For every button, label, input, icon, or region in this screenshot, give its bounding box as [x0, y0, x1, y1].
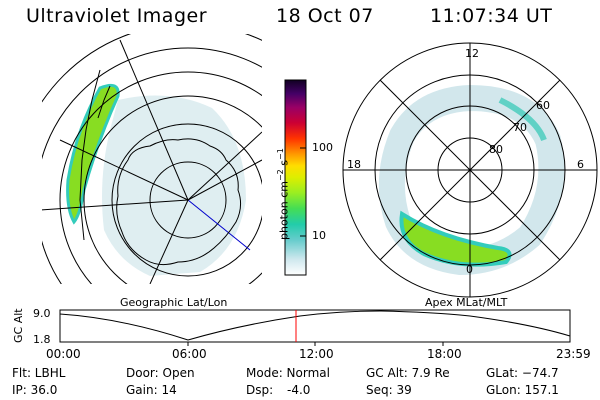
time-label: 11:07:34 UT: [430, 5, 553, 27]
dsp-info: Dsp: -4.0: [246, 383, 310, 397]
colorbar-unit-label: photon cm−2 s−1: [276, 148, 291, 240]
mlat-label-70: 70: [513, 121, 527, 134]
colorbar-tick-10: 10: [312, 229, 326, 242]
antarctica-coastline: [116, 138, 242, 266]
altitude-ylabel: GC Alt: [12, 308, 25, 343]
altitude-xtick-1200: 12:00: [299, 347, 334, 361]
instrument-title: Ultraviolet Imager: [26, 5, 208, 27]
geo-emission-patch: [102, 95, 246, 276]
geographic-map: [42, 34, 262, 284]
altitude-ytick-low: 1.8: [33, 333, 51, 346]
filter-info: Flt: LBHL: [12, 366, 66, 380]
ip-info: IP: 36.0: [12, 383, 58, 397]
mlt-label-18: 18: [347, 158, 361, 171]
altitude-xtick-1800: 18:00: [427, 347, 462, 361]
polar-caption: Apex MLat/MLT: [425, 296, 508, 309]
altitude-xtick-2359: 23:59: [556, 347, 591, 361]
mlat-label-80: 80: [489, 143, 503, 156]
dsp-label: Dsp:: [246, 383, 274, 397]
dsp-value: -4.0: [286, 383, 311, 397]
color-scale-bar: [284, 79, 307, 276]
glat-info: GLat: −74.7: [486, 366, 559, 380]
mlat-label-60: 60: [536, 99, 550, 112]
glon-info: GLon: 157.1: [486, 383, 559, 397]
mlt-label-12: 12: [465, 47, 479, 60]
altitude-curve: [59, 310, 571, 341]
date-label: 18 Oct 07: [276, 5, 374, 27]
mlt-label-0: 0: [466, 263, 473, 276]
mode-info: Mode: Normal: [246, 366, 330, 380]
colorbar-tick-100: 100: [312, 141, 333, 154]
polar-plot: [342, 42, 598, 298]
seq-info: Seq: 39: [366, 383, 412, 397]
altitude-xtick-0000: 00:00: [46, 347, 81, 361]
gc-alt-info: GC Alt: 7.9 Re: [366, 366, 450, 380]
mlt-label-6: 6: [577, 158, 584, 171]
altitude-plot: [59, 309, 571, 346]
altitude-xtick-0600: 06:00: [172, 347, 207, 361]
geo-caption: Geographic Lat/Lon: [120, 296, 228, 309]
door-info: Door: Open: [126, 366, 195, 380]
altitude-ytick-high: 9.0: [33, 307, 51, 320]
gain-info: Gain: 14: [126, 383, 177, 397]
